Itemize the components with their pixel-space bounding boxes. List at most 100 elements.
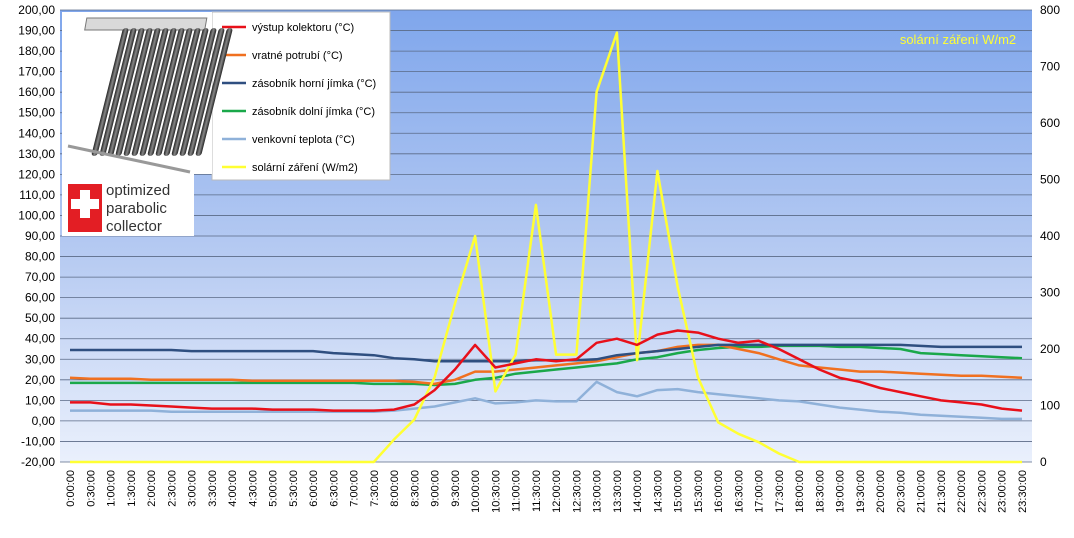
series-line [70, 344, 1023, 387]
logo-block: optimized parabolic collector [62, 12, 233, 236]
x-tick-label: 3:30:00 [207, 470, 219, 507]
x-tick-label: 3:00:00 [187, 470, 199, 507]
y-right-tick-label: 100 [1040, 399, 1060, 413]
x-tick-label: 9:00:00 [430, 470, 442, 507]
x-tick-label: 2:00:00 [146, 470, 158, 507]
series-lines [69, 31, 1023, 464]
collector-tube [195, 28, 233, 156]
x-tick-label: 0:30:00 [85, 470, 97, 507]
x-tick-label: 16:00:00 [713, 470, 725, 513]
cross-horizontal [71, 199, 99, 209]
x-tick-label: 15:30:00 [693, 470, 705, 513]
x-tick-label: 2:30:00 [166, 470, 178, 507]
collector-tube [147, 28, 185, 156]
x-tick-label: 20:00:00 [875, 470, 887, 513]
y-left-tick-label: 120,00 [18, 167, 55, 181]
legend-label: zásobník dolní jímka (°C) [252, 106, 375, 118]
legend-label: solární záření (W/m2) [252, 162, 358, 174]
x-tick-label: 18:30:00 [814, 470, 826, 513]
y-right-tick-label: 0 [1040, 455, 1047, 469]
collector-tube [131, 28, 169, 156]
y-left-tick-label: 0,00 [32, 414, 56, 428]
y-left-tick-label: 130,00 [18, 147, 55, 161]
collector-tube [99, 28, 137, 156]
y-left-tick-label: 110,00 [19, 188, 55, 202]
x-tick-label: 7:30:00 [369, 470, 381, 507]
y-right-tick-label: 300 [1040, 286, 1060, 300]
series-line [70, 380, 1022, 421]
collector-tube [163, 28, 201, 156]
x-tick-label: 14:30:00 [652, 470, 664, 513]
logo-line-1: optimized [106, 182, 170, 199]
x-tick-label: 21:00:00 [916, 470, 928, 513]
x-tick-label: 23:00:00 [997, 470, 1009, 513]
collector-tube [115, 28, 153, 156]
y-left-tick-label: 70,00 [25, 270, 55, 284]
x-tick-label: 19:00:00 [835, 470, 847, 513]
y-left-tick-label: 50,00 [25, 311, 55, 325]
y-left-tick-label: 30,00 [25, 352, 55, 366]
collector-tube [107, 28, 145, 156]
x-tick-label: 18:00:00 [794, 470, 806, 513]
y-left-tick-label: 150,00 [18, 106, 55, 120]
x-tick-label: 9:30:00 [450, 470, 462, 507]
x-tick-label: 16:30:00 [733, 470, 745, 513]
collector-image [67, 17, 233, 174]
x-tick-label: 11:00:00 [511, 470, 523, 512]
x-tick-label: 11:30:00 [531, 470, 543, 512]
x-tick-label: 17:00:00 [754, 470, 766, 513]
logo-line-2: parabolic [106, 200, 167, 217]
collector-frame [67, 144, 191, 174]
y-right-tick-label: 800 [1040, 3, 1060, 17]
y-left-tick-label: 160,00 [18, 85, 55, 99]
y-left-tick-label: 80,00 [25, 250, 55, 264]
y-left-tick-label: -20,00 [21, 455, 55, 469]
x-tick-label: 20:30:00 [895, 470, 907, 513]
y-right-tick-label: 400 [1040, 229, 1060, 243]
collector-tube [187, 28, 225, 156]
x-tick-label: 5:30:00 [288, 470, 300, 507]
legend-label: výstup kolektoru (°C) [252, 22, 354, 34]
legend: výstup kolektoru (°C) vratné potrubí (°C)… [211, 11, 391, 181]
x-tick-label: 19:30:00 [855, 470, 867, 513]
y-left-tick-label: -10,00 [21, 434, 55, 448]
x-tick-label: 15:00:00 [673, 470, 685, 513]
x-tick-label: 5:00:00 [268, 470, 280, 507]
x-tick-label: 4:00:00 [227, 470, 239, 507]
y-left-tick-label: 90,00 [25, 229, 55, 243]
y-left-tick-label: 200,00 [18, 3, 55, 17]
x-tick-label: 13:30:00 [612, 470, 624, 513]
y-right-tick-label: 200 [1040, 342, 1060, 356]
x-tick-label: 12:30:00 [571, 470, 583, 513]
y-right-tick-label: 500 [1040, 173, 1060, 187]
y-left-tick-label: 10,00 [25, 393, 55, 407]
x-tick-label: 23:30:00 [1017, 470, 1029, 513]
y-left-tick-label: 100,00 [18, 208, 55, 222]
y-left-tick-label: 140,00 [18, 126, 55, 140]
x-tick-label: 1:30:00 [126, 470, 138, 507]
y-right-tick-label: 600 [1040, 116, 1060, 130]
y-left-tick-label: 40,00 [25, 332, 55, 346]
x-tick-label: 1:00:00 [106, 470, 118, 507]
x-tick-label: 14:00:00 [632, 470, 644, 513]
solar-annotation: solární záření W/m2 [900, 32, 1016, 47]
y-axis-left: -20,00 -10,00 0,00 10,00 20,00 30,00 40,00 50,0… [18, 3, 55, 469]
series-line [69, 343, 1023, 386]
collector-manifold [84, 17, 208, 31]
collector-tube [155, 28, 193, 156]
legend-label: zásobník horní jímka (°C) [252, 78, 376, 90]
x-tick-label: 13:00:00 [592, 470, 604, 513]
x-tick-label: 0:00:00 [65, 470, 77, 507]
x-tick-label: 8:30:00 [409, 470, 421, 507]
x-tick-label: 10:30:00 [490, 470, 502, 513]
x-tick-label: 6:30:00 [328, 470, 340, 507]
x-tick-label: 12:00:00 [551, 470, 563, 513]
legend-label: vratné potrubí (°C) [252, 50, 343, 62]
collector-tube [139, 28, 177, 156]
x-tick-label: 8:00:00 [389, 470, 401, 507]
legend-box [211, 11, 391, 181]
collector-tube [171, 28, 209, 156]
series-line [70, 31, 1022, 464]
y-left-tick-label: 60,00 [25, 291, 55, 305]
